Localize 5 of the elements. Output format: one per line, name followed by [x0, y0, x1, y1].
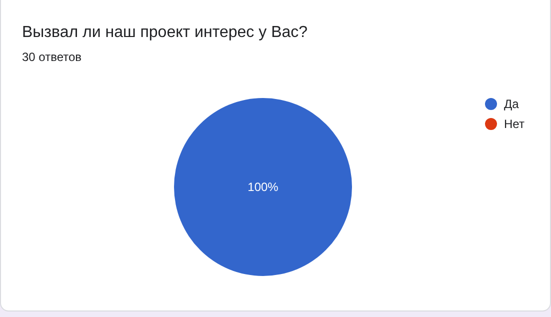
text: 30 ответов — [22, 50, 82, 64]
legend-label: Нет — [504, 117, 525, 131]
chart-title: Вызвал ли наш проект интерес у Вас? — [22, 24, 308, 41]
legend-label: Да — [504, 97, 520, 111]
data-label: 100% — [248, 180, 279, 194]
